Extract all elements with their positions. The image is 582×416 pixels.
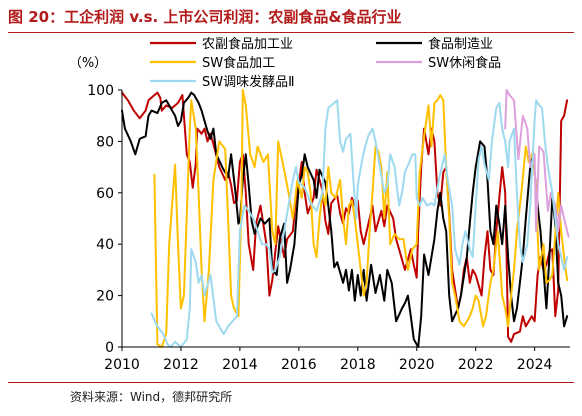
x-tick-label: 2022: [458, 357, 494, 373]
y-tick-label: 80: [96, 134, 114, 150]
x-tick-label: 2016: [281, 357, 317, 373]
series-line-1: [121, 91, 569, 348]
series-line-3: [504, 89, 570, 238]
figure-title: 图 20：工企利润 v.s. 上市公司利润：农副食品&食品行业: [8, 8, 402, 26]
x-tick-label: 2010: [104, 357, 140, 373]
x-tick-label: 2020: [399, 357, 435, 373]
source-note: 资料来源：Wind，德邦研究所: [70, 390, 233, 404]
axes: 0 20 40 60 80 100 2010 2012 2014 2016 2018 2020 2022…: [87, 83, 570, 373]
x-tick-label: 2024: [517, 357, 553, 373]
series-line-4: [150, 99, 569, 348]
series-lines: [121, 89, 570, 348]
source-rule: [8, 382, 574, 383]
x-tick-label: 2018: [340, 357, 376, 373]
y-tick-label: 60: [96, 186, 114, 202]
x-tick-label: 2014: [222, 357, 258, 373]
title-rule: [8, 32, 574, 33]
legend: 农副食品加工业 食品制造业 SW食品加工 SW休闲食品 SW调味发酵品Ⅱ: [150, 36, 501, 90]
y-tick-label: 0: [105, 340, 114, 356]
x-tick-label: 2012: [163, 357, 199, 373]
y-tick-label: 100: [87, 83, 114, 99]
y-tick-label: 20: [96, 289, 114, 305]
y-axis-label: （%）: [69, 56, 107, 71]
series-line-2: [153, 89, 569, 348]
legend-label-4: SW调味发酵品Ⅱ: [202, 74, 295, 90]
legend-label-1: 食品制造业: [428, 36, 493, 52]
legend-label-0: 农副食品加工业: [202, 36, 293, 52]
y-tick-label: 40: [96, 237, 114, 253]
legend-label-2: SW食品加工: [202, 55, 275, 71]
legend-label-3: SW休闲食品: [428, 55, 501, 71]
